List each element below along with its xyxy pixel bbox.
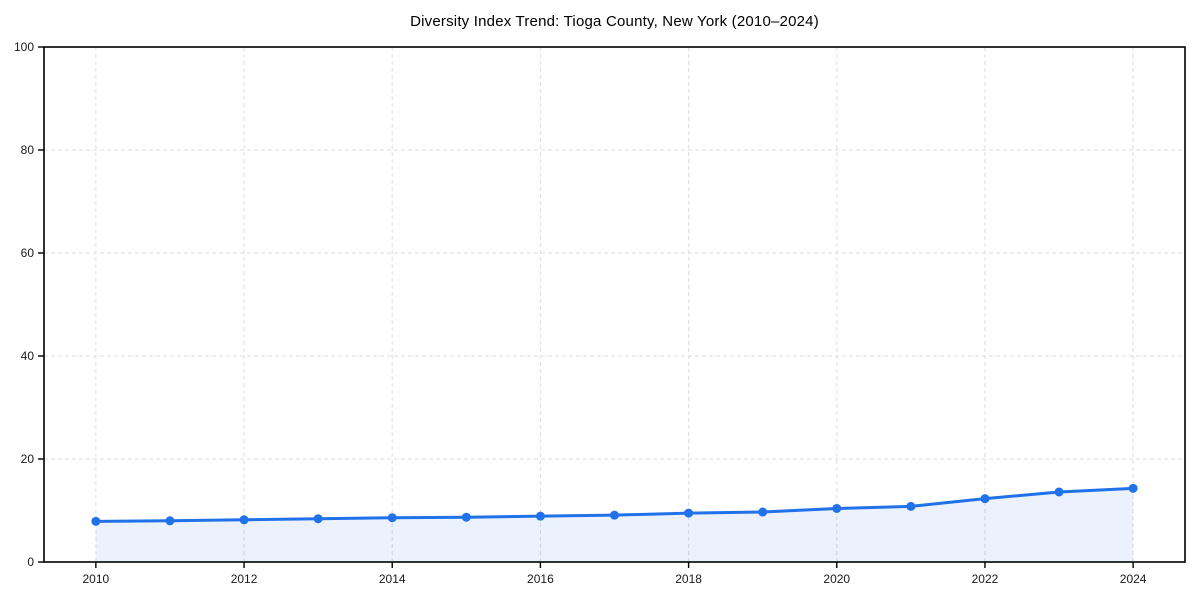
data-point [313, 514, 323, 524]
data-point [535, 511, 545, 521]
x-tick-label: 2020 [823, 572, 850, 586]
x-tick-label: 2012 [231, 572, 258, 586]
x-tick-label: 2018 [675, 572, 702, 586]
y-tick-label: 40 [21, 349, 35, 363]
y-tick-label: 20 [21, 452, 35, 466]
data-point [461, 512, 471, 522]
plot-frame [43, 46, 1186, 563]
data-point [610, 510, 619, 520]
y-tick-label: 0 [27, 555, 34, 569]
x-tick-label: 2022 [972, 572, 999, 586]
data-point [684, 508, 694, 518]
x-tick-label: 2014 [379, 572, 406, 586]
data-point [758, 507, 768, 517]
data-point [239, 515, 249, 525]
x-tick-label: 2010 [83, 572, 110, 586]
x-tick-label: 2016 [527, 572, 554, 586]
data-point [165, 516, 175, 526]
area-fill [95, 488, 1134, 562]
data-point [906, 501, 916, 511]
data-point [387, 513, 397, 523]
y-tick-label: 60 [21, 246, 35, 260]
data-point [980, 494, 990, 504]
data-point [1054, 487, 1064, 497]
data-point [91, 516, 101, 526]
data-point [832, 503, 842, 513]
y-tick-label: 100 [14, 40, 34, 54]
y-tick-label: 80 [21, 143, 35, 157]
x-tick-label: 2024 [1120, 572, 1147, 586]
chart-title: Diversity Index Trend: Tioga County, New… [410, 13, 819, 30]
data-point [1128, 483, 1138, 493]
